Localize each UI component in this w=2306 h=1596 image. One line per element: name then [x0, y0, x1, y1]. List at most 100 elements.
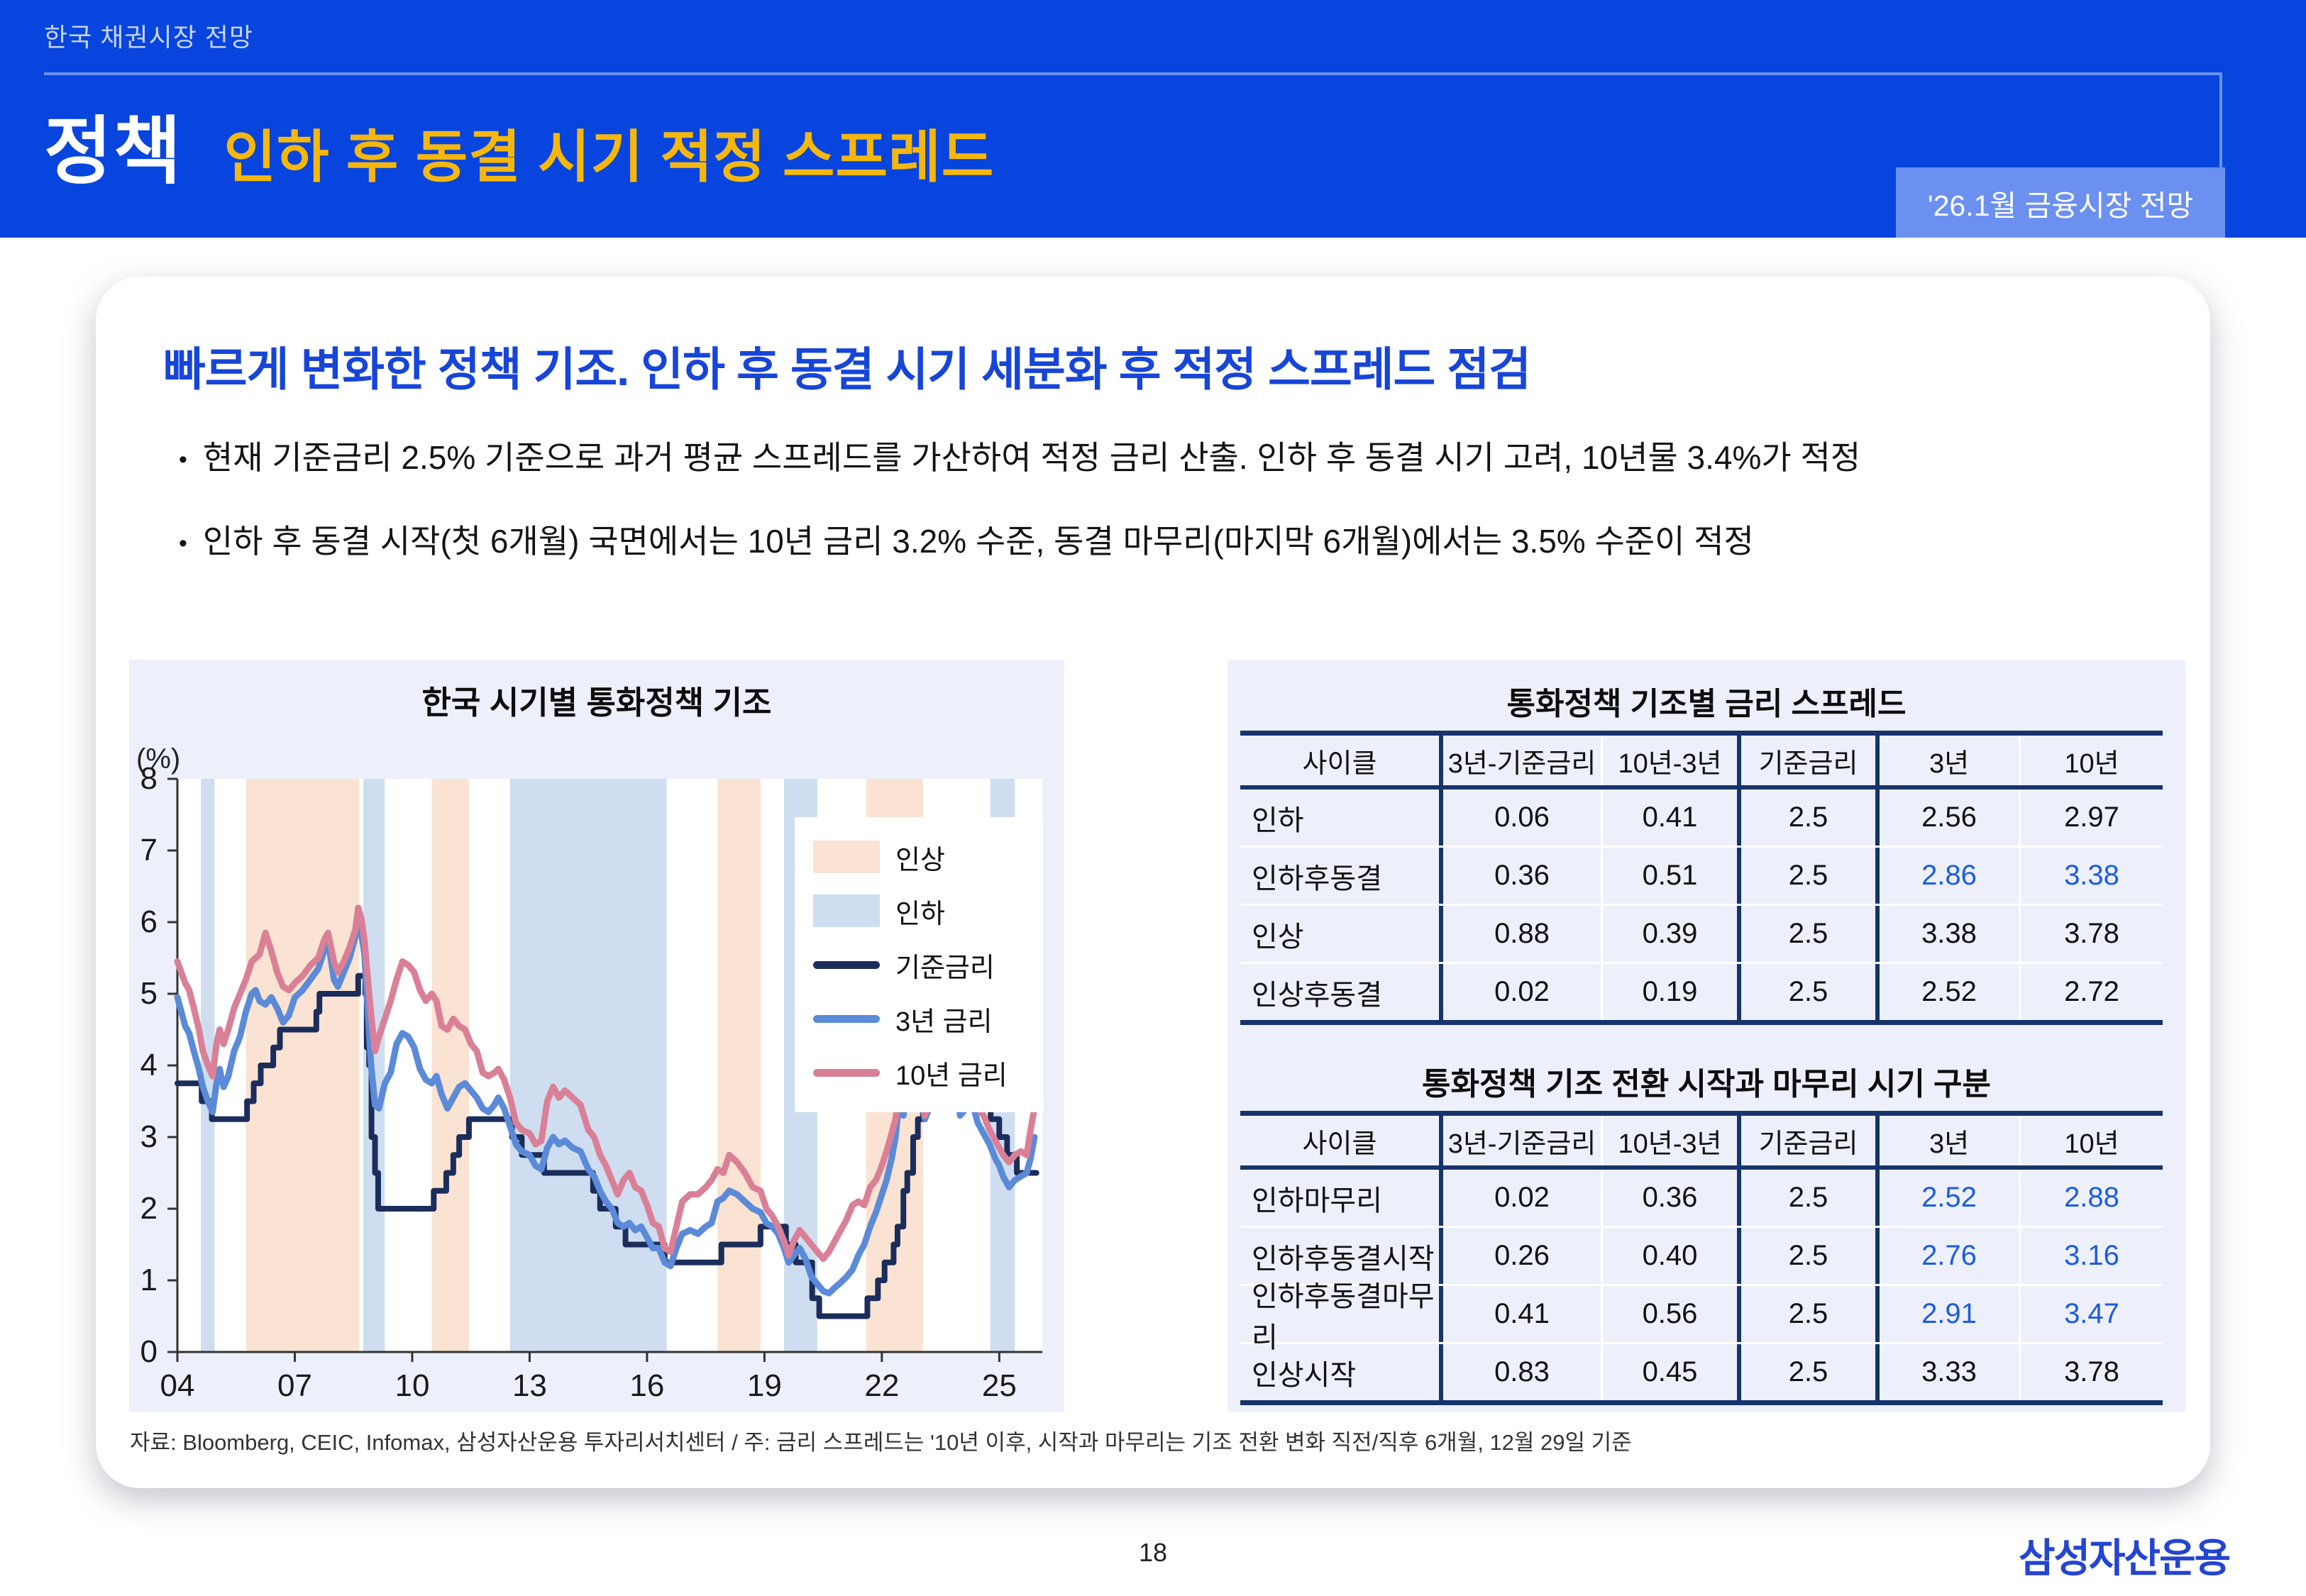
cut-phase-band [509, 779, 667, 1352]
table-row: 인하마무리 0.02 0.36 2.5 2.52 2.88 [1240, 1170, 2163, 1228]
bullet-list: • 현재 기준금리 2.5% 기준으로 과거 평균 스프레드를 가산하여 적정 … [179, 441, 2123, 609]
table-cell: 0.56 [1603, 1286, 1741, 1342]
y-tick-label: 1 [140, 1263, 158, 1297]
table-row: 인하후동결마무리 0.41 0.56 2.5 2.91 3.47 [1240, 1281, 2163, 1353]
table-cell: 2.5 [1741, 1170, 1880, 1226]
table-cell: 3.78 [2064, 918, 2119, 949]
table-cell: 인하후동결시작 [1240, 1228, 1443, 1284]
table-cell: 0.40 [1603, 1228, 1741, 1284]
section-label: 정책 [44, 111, 183, 193]
page-title: 인하 후 동결 시기 적정 스프레드 [224, 126, 995, 189]
table-row: 인하후동결 0.36 0.51 2.5 2.86 3.38 [1240, 848, 2163, 906]
table-cell: 0.06 [1443, 789, 1603, 846]
table-cell: 0.19 [1603, 964, 1741, 1020]
table-header-cell: 3년 [1880, 1116, 2021, 1165]
legend-line-swatch [813, 1014, 880, 1023]
legend-label: 3년 금리 [895, 1007, 993, 1037]
table-header-cell: 기준금리 [1741, 1116, 1880, 1165]
bullet-text: 인하 후 동결 시작(첫 6개월) 국면에서는 10년 금리 3.2% 수준, … [202, 523, 1754, 560]
y-tick-label: 0 [140, 1334, 158, 1369]
table-header-cell: 3년-기준금리 [1443, 736, 1603, 785]
bullet-marker: • [179, 530, 187, 557]
table-cell: 0.45 [1603, 1344, 1741, 1400]
table-header-cell: 사이클 [1240, 736, 1443, 785]
table-row: 인상후동결 0.02 0.19 2.5 2.52 2.72 [1240, 964, 2163, 1020]
table-cell: 2.5 [1741, 906, 1880, 962]
legend-item: 10년 금리 [813, 1046, 1043, 1099]
breadcrumb: 한국 채권시장 전망 [44, 23, 253, 52]
table-cell: 인하마무리 [1240, 1170, 1443, 1226]
legend-line-swatch [813, 1068, 880, 1077]
legend-band-swatch [813, 894, 880, 927]
table-cell: 2.52 [1880, 964, 2021, 1020]
table-header-cell: 3년-기준금리 [1443, 1116, 1603, 1165]
banner-titles: 정책 인하 후 동결 시기 적정 스프레드 [44, 91, 994, 198]
legend-label: 인상 [895, 845, 945, 875]
table-cell: 3.47 [2064, 1298, 2119, 1329]
table-cell: 2.76 [1880, 1228, 2021, 1284]
y-tick-label: 2 [140, 1191, 158, 1226]
table-cell: 2.5 [1741, 1286, 1880, 1342]
spread-table: 사이클 3년-기준금리 10년-3년 기준금리 3년 10년 인하 0.06 0.41 2.5 2.… [1240, 731, 2163, 1025]
y-tick-label: 8 [140, 761, 158, 796]
table-cell: 2.5 [1741, 1344, 1880, 1400]
bullet-text: 현재 기준금리 2.5% 기준으로 과거 평균 스프레드를 가산하여 적정 금리… [202, 439, 1861, 476]
x-tick-label: 16 [629, 1368, 664, 1403]
y-axis-unit-label: (%) [136, 743, 181, 775]
x-tick-label: 04 [160, 1368, 195, 1403]
bullet-marker: • [179, 446, 187, 473]
table-cell: 2.88 [2064, 1182, 2119, 1213]
table-cell: 2.91 [1880, 1286, 2021, 1342]
edition-badge: '26.1월 금융시장 전망 [1896, 167, 2225, 238]
legend-label: 인하 [895, 899, 945, 929]
x-tick-label: 13 [512, 1368, 547, 1403]
legend-line-swatch [813, 960, 880, 969]
table-header-cell: 10년-3년 [1603, 1116, 1741, 1165]
table-cell: 0.39 [1603, 906, 1741, 962]
table-cell: 2.86 [1880, 848, 2021, 904]
table-cell: 2.5 [1741, 964, 1880, 1020]
table-cell: 3.16 [2064, 1240, 2119, 1271]
legend-item: 인하 [813, 884, 1043, 938]
table-row: 인상 0.88 0.39 2.5 3.38 3.78 [1240, 906, 2163, 964]
table-cell: 0.51 [1603, 848, 1741, 904]
table-header-cell: 3년 [1880, 736, 2021, 785]
table-header-row: 사이클 3년-기준금리 10년-3년 기준금리 3년 10년 [1240, 1116, 2163, 1170]
source-note: 자료: Bloomberg, CEIC, Infomax, 삼성자산운용 투자리… [130, 1430, 1632, 1455]
table-cell: 0.02 [1443, 1170, 1603, 1226]
table-cell: 인상시작 [1240, 1344, 1443, 1400]
table-row: 인하후동결시작 0.26 0.40 2.5 2.76 3.16 [1240, 1228, 2163, 1286]
table-cell: 2.5 [1741, 789, 1880, 846]
table-title: 통화정책 기조 전환 시작과 마무리 시기 구분 [1422, 1067, 1991, 1102]
x-tick-label: 10 [395, 1368, 429, 1403]
chart-title: 한국 시기별 통화정책 기조 [421, 685, 772, 721]
table-header-cell: 기준금리 [1741, 736, 1880, 785]
table-cell: 3.33 [1880, 1344, 2021, 1400]
header-rule [44, 72, 2222, 75]
table-cell: 2.5 [1741, 848, 1880, 904]
card-headline: 빠르게 변화한 정책 기조. 인하 후 동결 시기 세분화 후 적정 스프레드 … [163, 343, 1531, 395]
x-tick-label: 22 [864, 1368, 899, 1403]
hike-phase-band [431, 779, 469, 1352]
table-cell: 0.36 [1443, 848, 1603, 904]
x-tick-label: 19 [747, 1368, 782, 1403]
legend-label: 10년 금리 [895, 1060, 1008, 1091]
hike-phase-band [717, 779, 761, 1352]
table-cell: 인하 [1240, 789, 1443, 846]
company-logo: 삼성자산운용 [2019, 1536, 2231, 1580]
bullet-item: • 현재 기준금리 2.5% 기준으로 과거 평균 스프레드를 가산하여 적정 … [179, 441, 2123, 478]
table-header-row: 사이클 3년-기준금리 10년-3년 기준금리 3년 10년 [1240, 736, 2163, 789]
table-title: 통화정책 기조별 금리 스프레드 [1506, 687, 1907, 721]
table-cell: 인상후동결 [1240, 964, 1443, 1020]
page-number: 18 [1138, 1538, 1168, 1567]
table-cell: 0.02 [1443, 964, 1603, 1020]
x-tick-label: 25 [982, 1368, 1017, 1403]
y-tick-label: 3 [140, 1119, 158, 1154]
table-row: 인하 0.06 0.41 2.5 2.56 2.97 [1240, 789, 2163, 848]
table-cell: 3.78 [2064, 1356, 2119, 1387]
header-banner: 한국 채권시장 전망 정책 인하 후 동결 시기 적정 스프레드 '26.1월 … [0, 0, 2306, 238]
table-cell: 인상 [1240, 906, 1443, 962]
spread-tables-panel: 통화정책 기조별 금리 스프레드 사이클 3년-기준금리 10년-3년 기준금리 3년 1… [1228, 660, 2185, 1412]
legend-item: 기준금리 [813, 938, 1043, 992]
x-tick-label: 07 [277, 1368, 312, 1403]
